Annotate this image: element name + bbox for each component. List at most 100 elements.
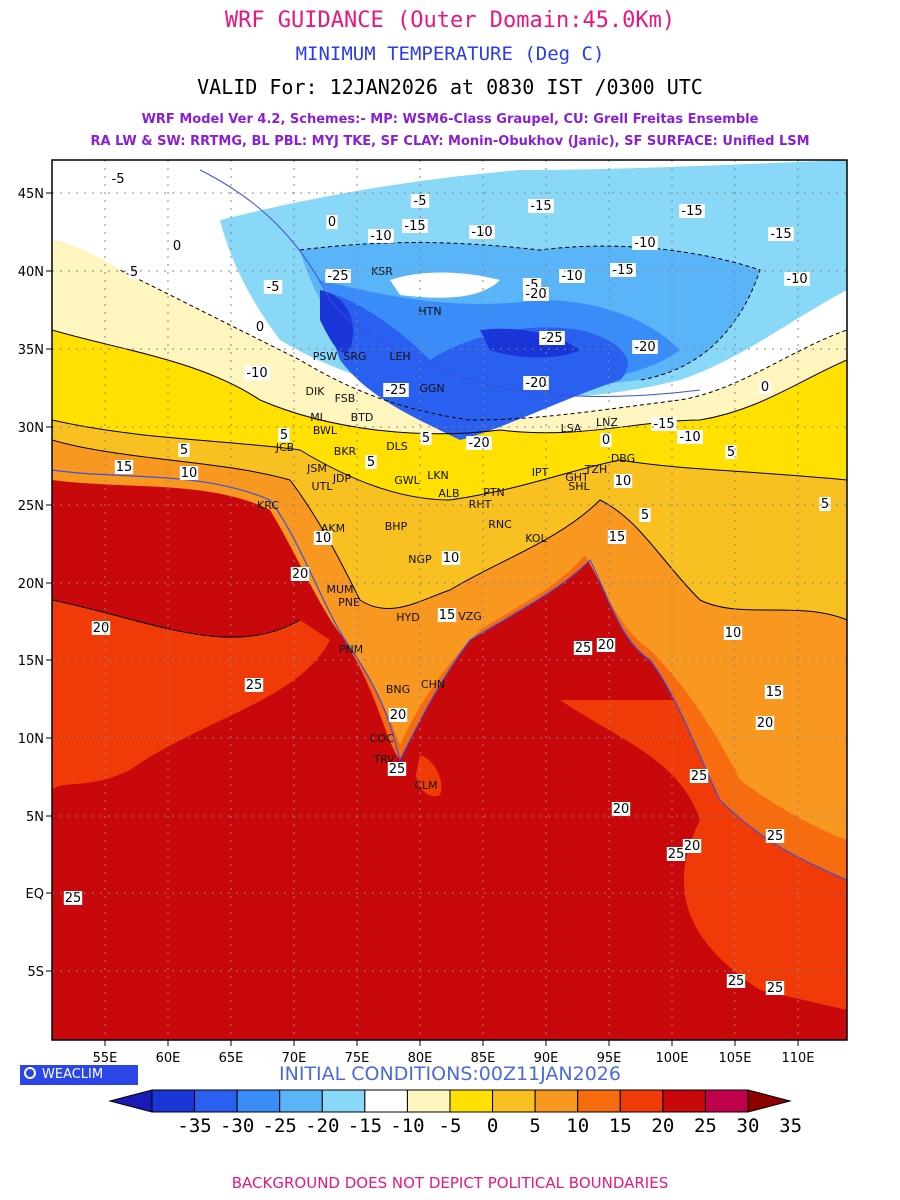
colorbar-tick-label: 35 <box>779 1115 802 1137</box>
station-label: IPT <box>532 466 549 479</box>
lon-tick-label: 90E <box>534 1051 559 1066</box>
contour-label: 25 <box>691 769 708 784</box>
contour-label-bg <box>819 497 831 511</box>
logo-text: WEACLIM <box>42 1067 104 1082</box>
contour-label: 20 <box>93 621 110 636</box>
contour-label: -5 <box>112 172 125 187</box>
contour-label-bg <box>765 829 785 843</box>
contour-label-bg <box>368 229 394 243</box>
contour-label-bg <box>765 981 785 995</box>
colorbar-swatch <box>406 1089 451 1113</box>
contour-label-bg <box>178 443 190 457</box>
contour-label: 10 <box>443 551 460 566</box>
colorbar-tick-label: 25 <box>694 1115 717 1137</box>
contour-label: 0 <box>173 239 181 254</box>
station-label: BHP <box>385 520 408 533</box>
contour-label: 10 <box>315 531 332 546</box>
contour-label: 20 <box>390 708 407 723</box>
contour-label-bg <box>679 204 705 218</box>
colorbar-tick-label: 0 <box>487 1115 498 1137</box>
colorbar: -35 -30 -25 -20 -15 -10 -5 0 5 10 15 20 25 30 35 <box>108 1089 802 1137</box>
contour-label: 0 <box>761 380 769 395</box>
contour-label: 0 <box>256 320 264 335</box>
contour-label: -20 <box>634 340 655 355</box>
station-label: PTN <box>483 486 505 499</box>
contour-label: -20 <box>525 287 546 302</box>
contour-label: -25 <box>541 331 562 346</box>
contour-label: 10 <box>615 474 632 489</box>
lon-tick-label: 60E <box>156 1051 181 1066</box>
colorbar-swatch <box>704 1089 749 1113</box>
contour-label: 20 <box>757 716 774 731</box>
station-label: UTL <box>312 480 334 493</box>
lon-tick-label: 55E <box>93 1051 118 1066</box>
colorbar-tick-label: 20 <box>651 1115 674 1137</box>
station-label: DIK <box>306 385 326 398</box>
graticule <box>52 160 847 1040</box>
station-label: LNZ <box>596 416 618 429</box>
colorbar-tick-label: 5 <box>529 1115 540 1137</box>
contour-label: 10 <box>725 626 742 641</box>
contour-label-bg <box>437 608 457 622</box>
contour-label: 25 <box>668 847 685 862</box>
station-label: MUM <box>326 583 353 596</box>
station-label: TZH <box>584 463 608 476</box>
station-label: KSR <box>371 265 393 278</box>
station-label: FSB <box>335 392 356 405</box>
station-label: BTD <box>351 411 374 424</box>
contour-label-bg <box>666 847 686 861</box>
contour-label: 0 <box>328 215 336 230</box>
station-label: KOL <box>525 532 547 545</box>
contour-label: 5 <box>821 497 829 512</box>
contour-label: 5 <box>280 428 288 443</box>
station-label: PSW <box>313 350 338 363</box>
contour-label: -10 <box>370 229 391 244</box>
station-label: LKN <box>427 469 449 482</box>
contour-label-bg <box>383 383 409 397</box>
contour-label: -15 <box>681 204 702 219</box>
contour-label-bg <box>128 265 140 279</box>
contour-label-bg <box>365 455 377 469</box>
contour-label: 5 <box>130 265 138 280</box>
station-label: BKR <box>334 445 357 458</box>
station-label: COC <box>370 732 394 745</box>
colorbar-swatch <box>662 1089 706 1113</box>
contour-label: 25 <box>65 891 82 906</box>
colorbar-swatch <box>449 1089 494 1113</box>
contour-label: 25 <box>246 678 263 693</box>
colorbar-swatch <box>194 1089 238 1113</box>
contour-label: -10 <box>634 236 655 251</box>
map-frame <box>51 159 848 1041</box>
contour-label: -15 <box>404 219 425 234</box>
lat-tick-label: 45N <box>18 187 44 202</box>
map-title: WRF GUIDANCE (Outer Domain:45.0Km) <box>224 8 676 33</box>
model-schemes-line-2: RA LW & SW: RRTMG, BL PBL: MYJ TKE, SF C… <box>90 134 810 149</box>
station-label: GHT <box>565 471 589 484</box>
contour-label: 20 <box>684 839 701 854</box>
colorbar-tick-label: -15 <box>348 1115 382 1137</box>
lat-tick-label: 15N <box>18 654 44 669</box>
station-label: JSM <box>306 462 327 475</box>
contour-label: -5 <box>267 280 280 295</box>
contour-label-bg <box>63 891 83 905</box>
lat-tick-label: 40N <box>18 265 44 280</box>
colorbar-swatch <box>364 1089 408 1113</box>
contour-label-bg <box>607 530 627 544</box>
valid-time: VALID For: 12JAN2026 at 0830 IST /0300 U… <box>197 75 703 99</box>
contour-label-bg <box>528 199 554 213</box>
contour-label: -10 <box>561 269 582 284</box>
station-label: CLM <box>414 779 437 792</box>
station-label: HTN <box>418 305 441 318</box>
colorbar-tick-label: -20 <box>305 1115 339 1137</box>
colorbar-swatch <box>151 1089 196 1113</box>
contour-label-bg <box>523 287 549 301</box>
contour-label: 5 <box>641 508 649 523</box>
station-label: ML <box>310 411 326 424</box>
station-label: DBG <box>611 452 635 465</box>
station-label: RNC <box>488 518 512 531</box>
contour-label-bg <box>523 376 549 390</box>
lat-tick-label: 10N <box>18 732 44 747</box>
colorbar-tick-label: -30 <box>220 1115 254 1137</box>
